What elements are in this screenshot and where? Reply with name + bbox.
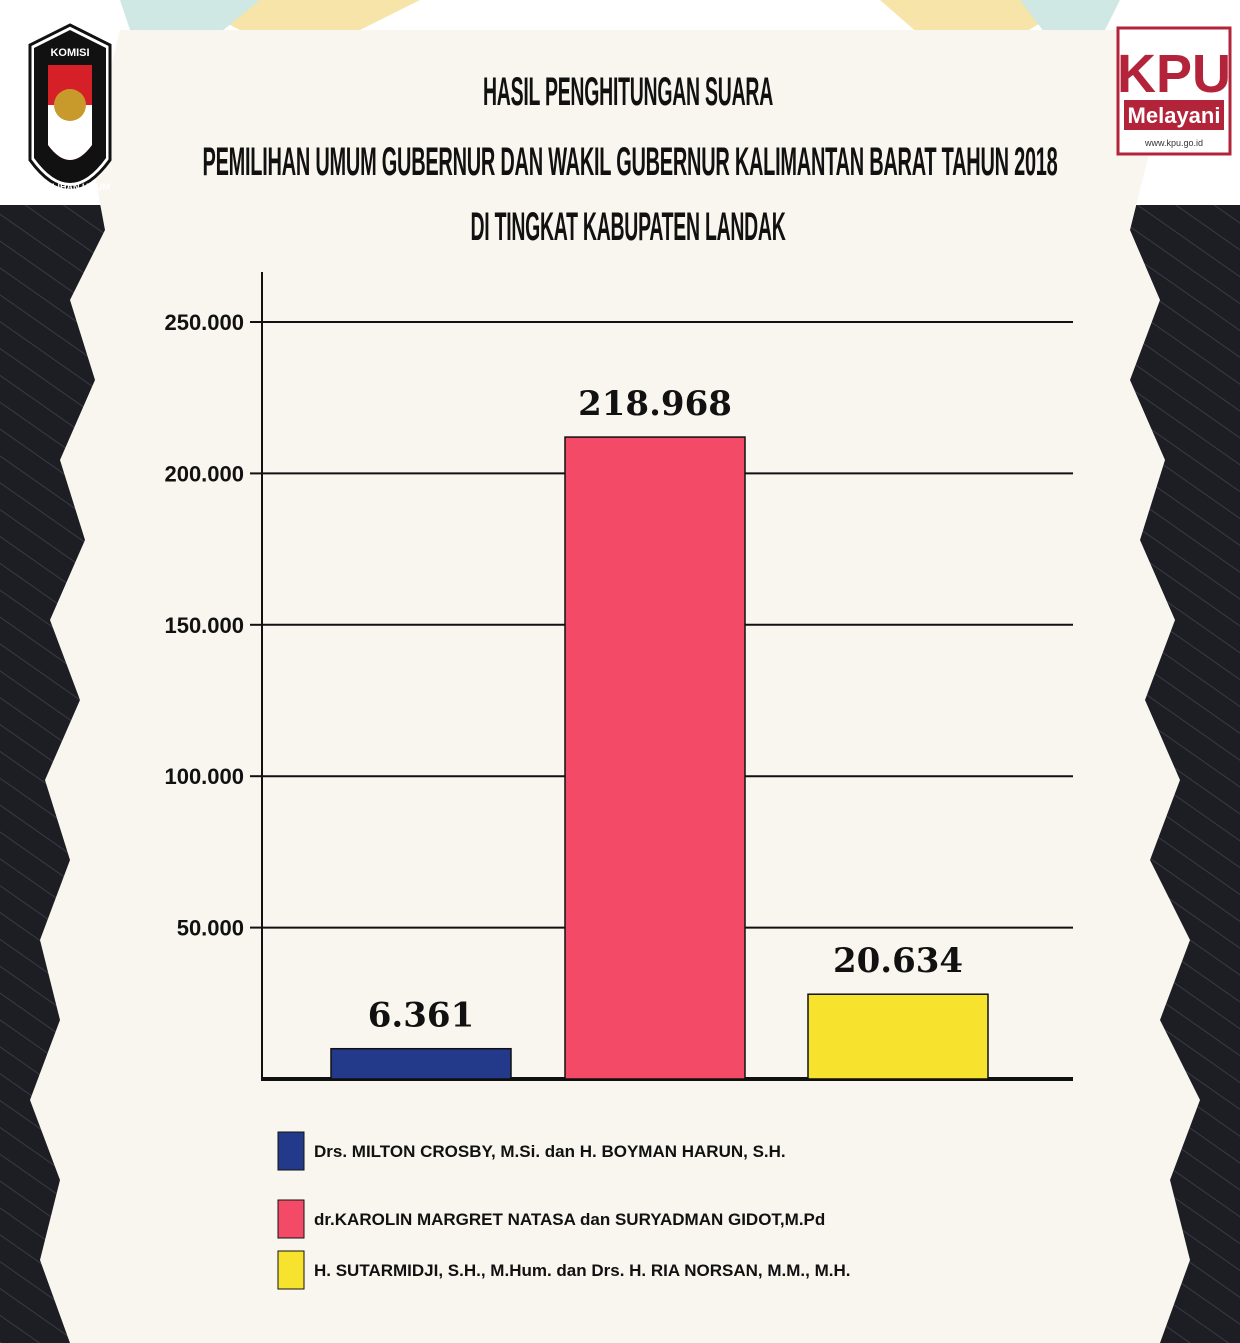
kpu-melayani-main: KPU: [1117, 44, 1231, 104]
kpu-seal-top-text: KOMISI: [50, 47, 89, 59]
y-tick-label: 250.000: [164, 310, 244, 335]
y-tick-label: 200.000: [164, 461, 244, 486]
legend-swatch: [277, 1250, 305, 1290]
legend: Drs. MILTON CROSBY, M.Si. dan H. BOYMAN …: [277, 1131, 850, 1290]
chart-title: HASIL PENGHITUNGAN SUARA PEMILIHAN UMUM …: [203, 70, 1059, 249]
plot-area: 50.000 100.000 150.000 200.000 250.000 6.361 2…: [164, 272, 1073, 1081]
title-line-3: DI TINGKAT KABUPATEN LANDAK: [471, 205, 786, 249]
bar: [564, 436, 746, 1080]
data-label: 218.968: [578, 384, 732, 424]
data-label: 20.634: [833, 941, 963, 981]
kpu-melayani-logo: KPU Melayani www.kpu.go.id: [1116, 26, 1232, 156]
y-tick-label: 150.000: [164, 613, 244, 638]
y-tick-label: 50.000: [177, 916, 244, 941]
y-tick-label: 100.000: [164, 764, 244, 789]
title-line-2: PEMILIHAN UMUM GUBERNUR DAN WAKIL GUBERN…: [203, 140, 1058, 184]
kpu-seal-bottom-text: PEMILIHAN UMUM: [30, 182, 110, 192]
legend-label: dr.KAROLIN MARGRET NATASA dan SURYADMAN …: [314, 1210, 825, 1229]
kpu-seal-logo: KOMISI PEMILIHAN UMUM: [28, 23, 112, 192]
legend-swatch: [277, 1199, 305, 1239]
title-line-1: HASIL PENGHITUNGAN SUARA: [483, 70, 773, 114]
bar: [807, 993, 989, 1080]
data-label: 6.361: [368, 996, 474, 1036]
legend-swatch: [277, 1131, 305, 1171]
legend-label: Drs. MILTON CROSBY, M.Si. dan H. BOYMAN …: [314, 1142, 786, 1161]
kpu-melayani-sub: Melayani: [1128, 103, 1221, 128]
legend-label: H. SUTARMIDJI, S.H., M.Hum. dan Drs. H. …: [314, 1261, 850, 1280]
bar: [330, 1047, 512, 1080]
kpu-melayani-url: www.kpu.go.id: [1144, 138, 1203, 148]
